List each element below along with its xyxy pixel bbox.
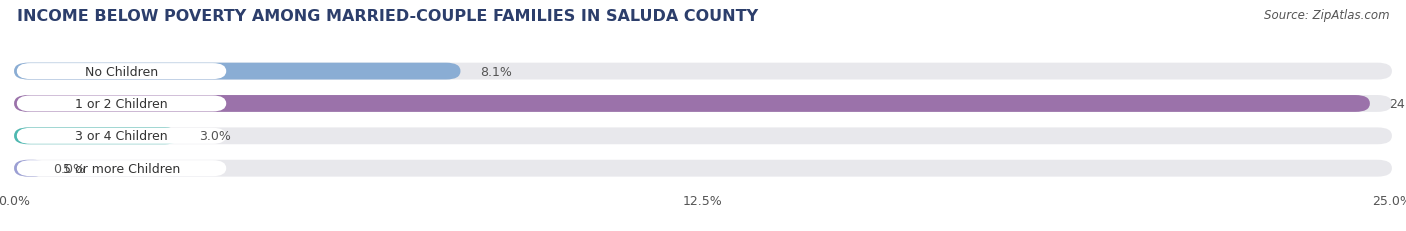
Text: 1 or 2 Children: 1 or 2 Children	[76, 97, 167, 110]
FancyBboxPatch shape	[17, 96, 226, 112]
FancyBboxPatch shape	[14, 160, 1392, 177]
Text: 24.6%: 24.6%	[1389, 97, 1406, 110]
FancyBboxPatch shape	[14, 63, 461, 80]
FancyBboxPatch shape	[14, 128, 180, 145]
Text: INCOME BELOW POVERTY AMONG MARRIED-COUPLE FAMILIES IN SALUDA COUNTY: INCOME BELOW POVERTY AMONG MARRIED-COUPL…	[17, 9, 758, 24]
FancyBboxPatch shape	[17, 64, 226, 80]
Text: 3.0%: 3.0%	[198, 130, 231, 143]
Text: 0.0%: 0.0%	[52, 162, 84, 175]
FancyBboxPatch shape	[14, 96, 1392, 112]
FancyBboxPatch shape	[17, 161, 226, 176]
FancyBboxPatch shape	[14, 160, 48, 177]
FancyBboxPatch shape	[14, 96, 1369, 112]
FancyBboxPatch shape	[17, 128, 226, 144]
Text: 5 or more Children: 5 or more Children	[63, 162, 180, 175]
FancyBboxPatch shape	[14, 128, 1392, 145]
Text: 8.1%: 8.1%	[479, 65, 512, 78]
Text: No Children: No Children	[84, 65, 157, 78]
Text: 3 or 4 Children: 3 or 4 Children	[76, 130, 167, 143]
FancyBboxPatch shape	[14, 63, 1392, 80]
Text: Source: ZipAtlas.com: Source: ZipAtlas.com	[1264, 9, 1389, 22]
